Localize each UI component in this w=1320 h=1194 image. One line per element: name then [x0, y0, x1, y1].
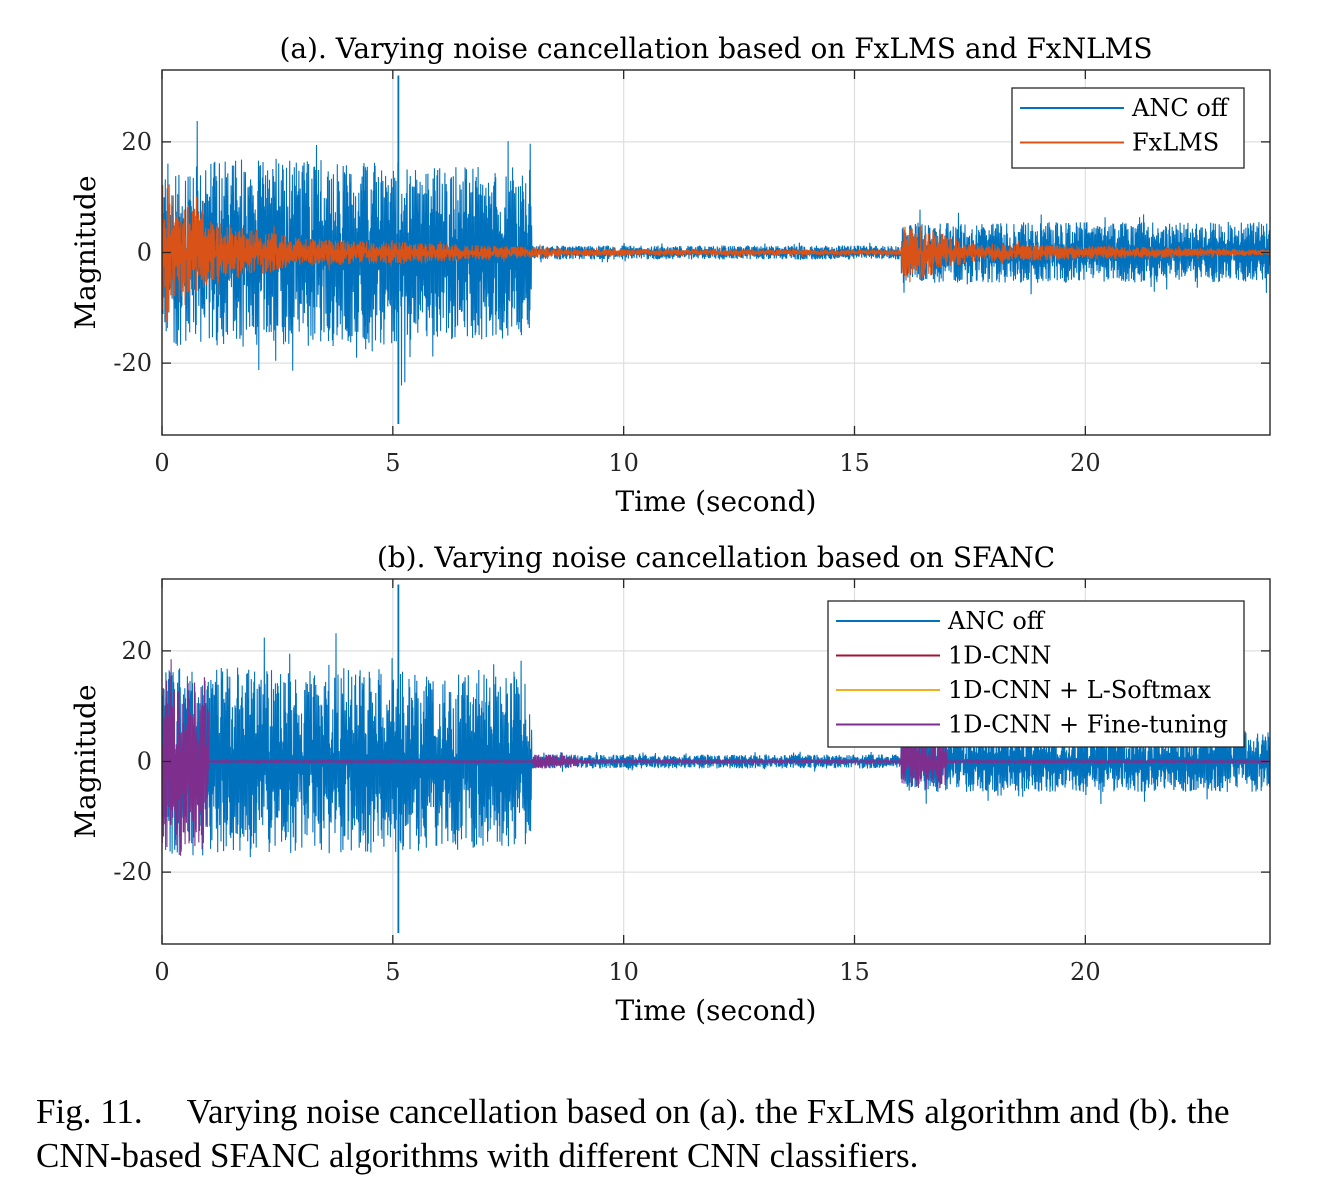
- legend-box: [1011, 87, 1245, 169]
- legend-entry-1: 1D-CNN: [948, 642, 1051, 670]
- chart-title: (a). Varying noise cancellation based on…: [279, 32, 1152, 65]
- legend: ANC off FxLMS: [1011, 87, 1245, 169]
- x-tick-label: 10: [608, 958, 639, 986]
- caption-label: Fig. 11.: [36, 1092, 143, 1131]
- y-tick-label: -20: [113, 858, 152, 886]
- ticks: 0 5 10 15 20 -20 0 20: [113, 579, 1270, 986]
- chart-panel-a: 0 5 10 15 20 -20 0 20 (a). Varying noise cancell…: [69, 32, 1271, 518]
- plot-area: [162, 75, 1270, 424]
- x-tick-label: 20: [1070, 958, 1101, 986]
- x-tick-label: 10: [608, 449, 639, 477]
- caption-text: Varying noise cancellation based on (a).…: [36, 1092, 1230, 1175]
- x-tick-label: 15: [839, 958, 870, 986]
- x-tick-label: 15: [839, 449, 870, 477]
- legend: ANC off 1D-CNN 1D-CNN + L-Softmax 1D-CNN + …: [827, 600, 1245, 748]
- x-axis-label: Time (second): [616, 485, 817, 518]
- chart-title: (b). Varying noise cancellation based on…: [377, 541, 1055, 574]
- x-tick-label: 5: [385, 449, 400, 477]
- plot-area: [162, 584, 1270, 933]
- figure-caption: Fig. 11. Varying noise cancellation based…: [36, 1090, 1296, 1178]
- legend-entry-3: 1D-CNN + Fine-tuning: [948, 711, 1228, 739]
- x-tick-label: 20: [1070, 449, 1101, 477]
- legend-entry-2: 1D-CNN + L-Softmax: [948, 676, 1211, 704]
- y-tick-label: -20: [113, 349, 152, 377]
- y-tick-label: 0: [137, 239, 152, 267]
- x-tick-label: 0: [154, 958, 169, 986]
- legend-entry-1: FxLMS: [1132, 129, 1219, 157]
- y-tick-label: 0: [137, 748, 152, 776]
- x-tick-label: 5: [385, 958, 400, 986]
- legend-entry-0: ANC off: [947, 607, 1046, 635]
- x-axis-label: Time (second): [616, 994, 817, 1027]
- y-axis-label: Magnitude: [69, 684, 102, 838]
- legend-box: [827, 600, 1245, 748]
- series-line-1: [162, 184, 1270, 329]
- legend-entry-0: ANC off: [1131, 94, 1230, 122]
- y-tick-label: 20: [121, 128, 152, 156]
- chart-panel-b: 0 5 10 15 20 -20 0 20 (b). Varying noise cancell…: [69, 541, 1271, 1027]
- y-axis-label: Magnitude: [69, 175, 102, 329]
- figure: 0 5 10 15 20 -20 0 20 (a). Varying noise cancell…: [69, 32, 1271, 1027]
- series-line-3: [162, 659, 1270, 856]
- series-line-0: [162, 633, 1270, 858]
- ticks: 0 5 10 15 20 -20 0 20: [113, 70, 1270, 477]
- x-tick-label: 0: [154, 449, 169, 477]
- y-tick-label: 20: [121, 637, 152, 665]
